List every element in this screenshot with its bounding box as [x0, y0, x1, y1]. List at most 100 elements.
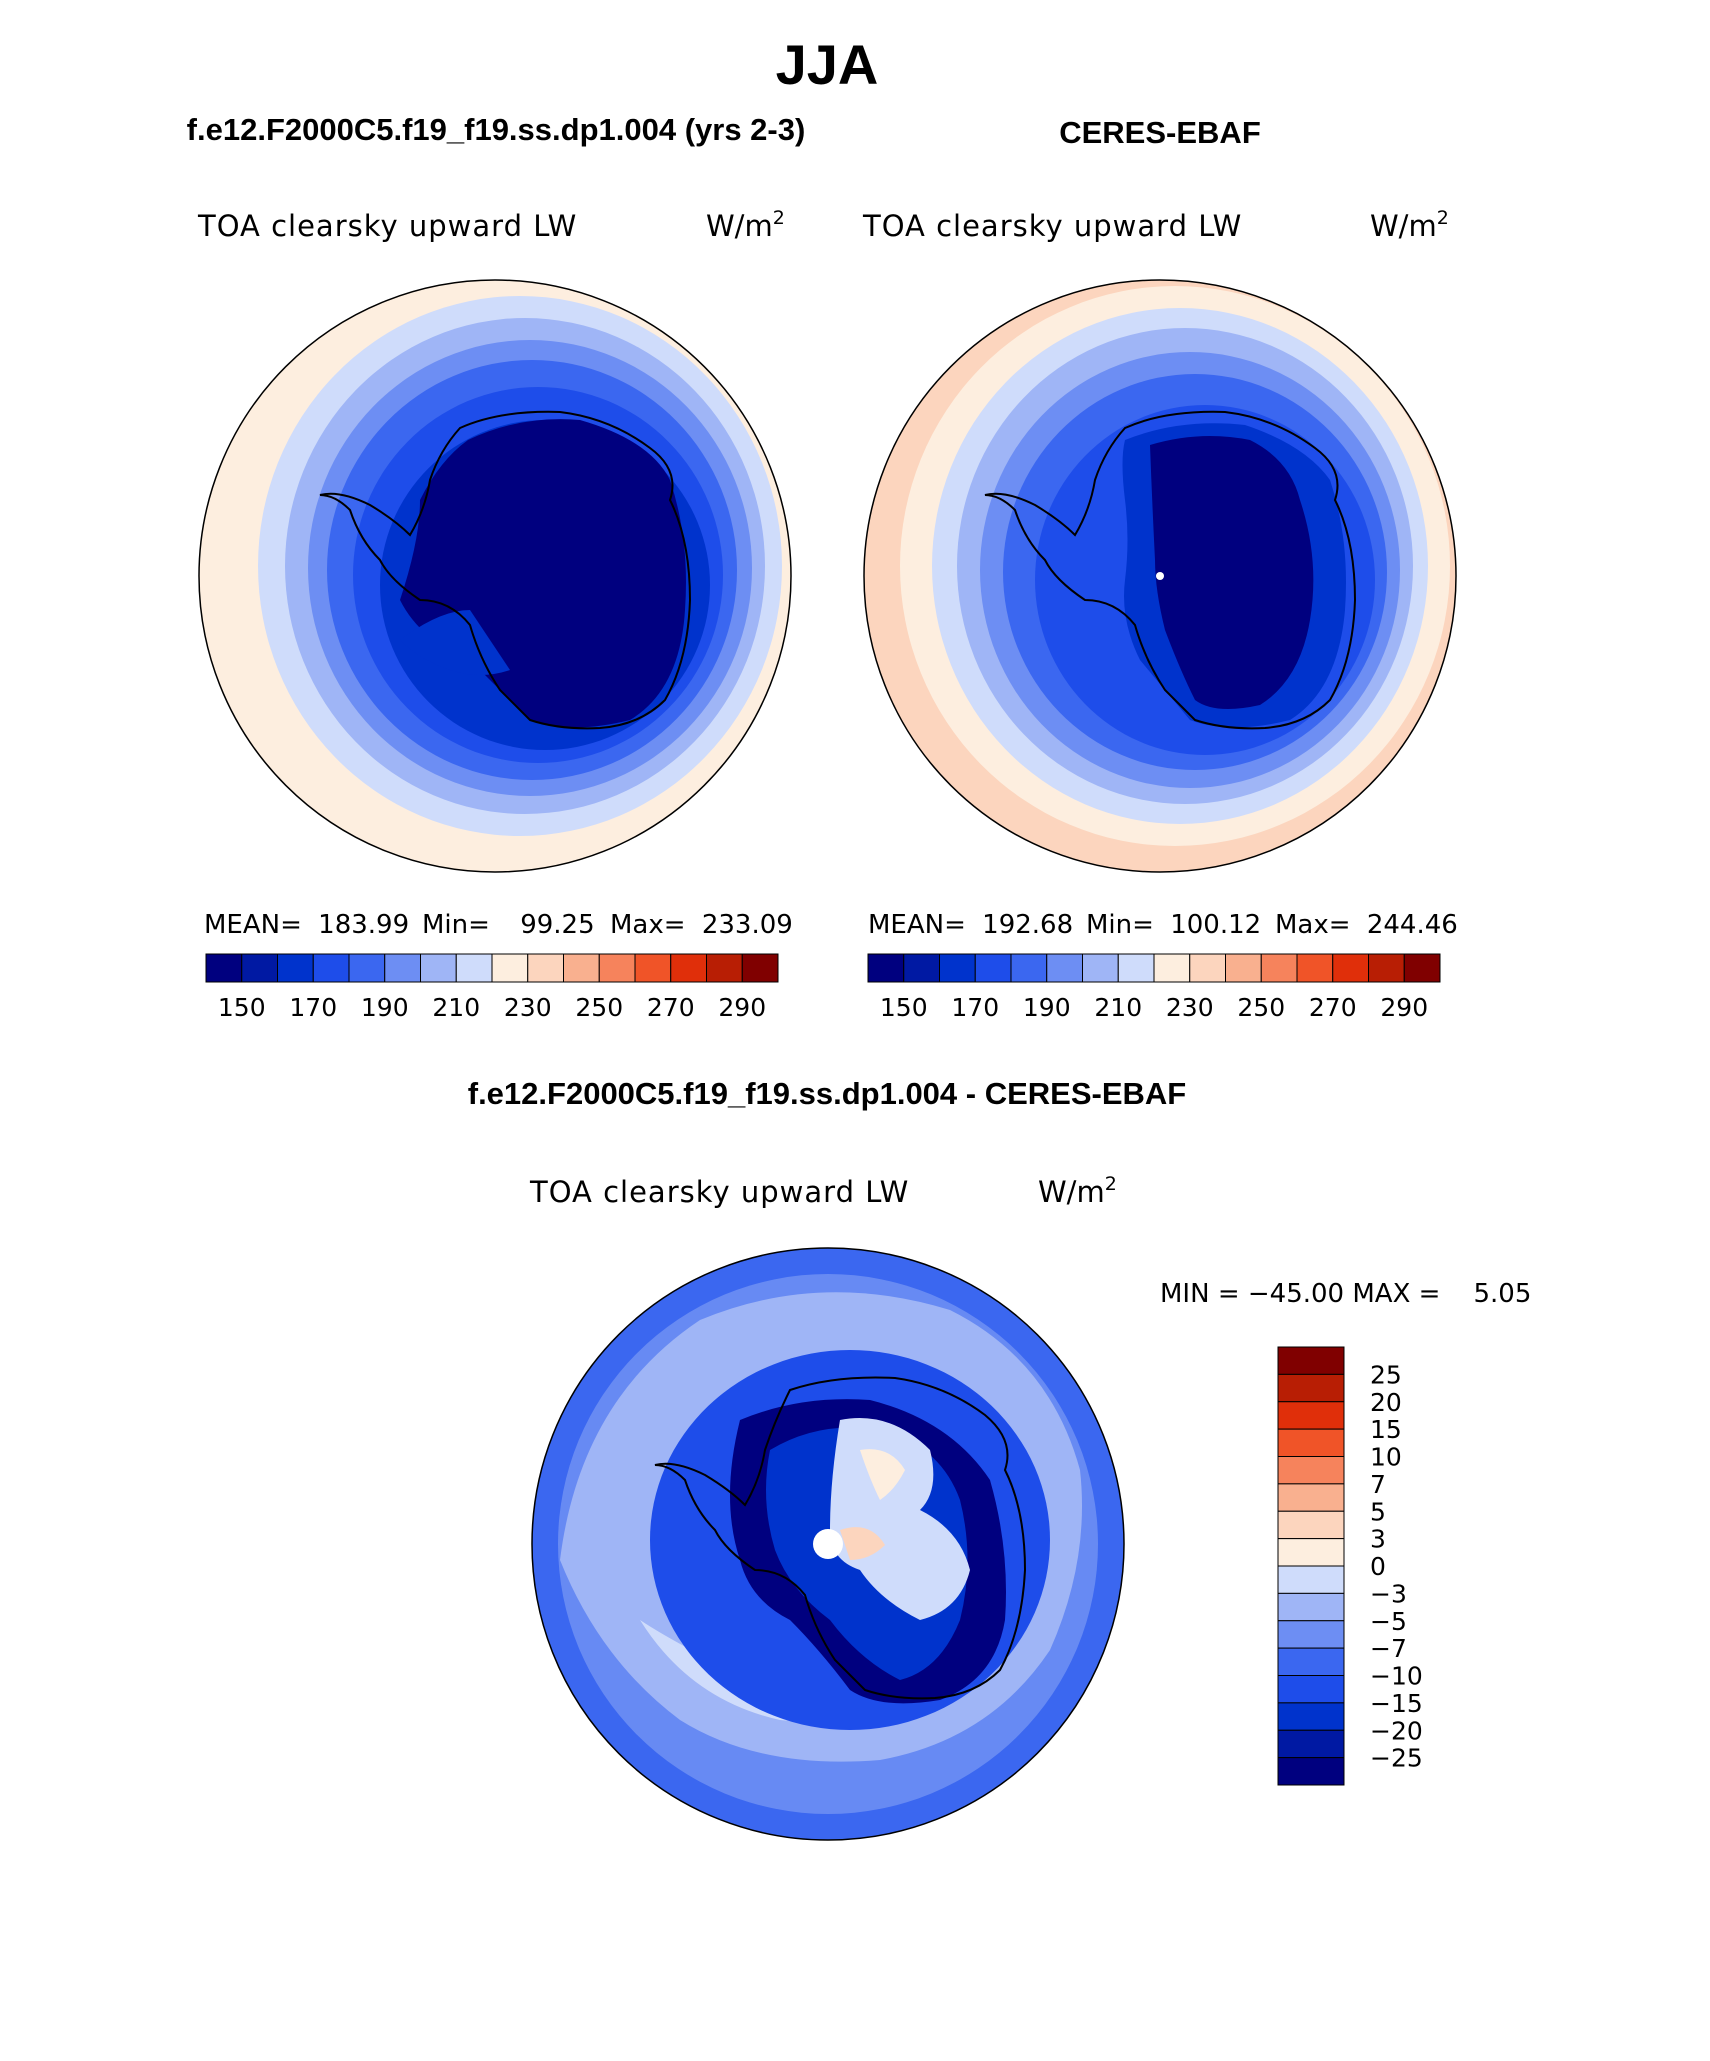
season-title: JJA: [776, 33, 879, 96]
left-colorbar-tick-label: 230: [504, 993, 552, 1022]
left-variable-label: TOA clearsky upward LW: [197, 209, 577, 243]
right-colorbar-box-4: [1010, 953, 1048, 983]
diff-colorbar-box-5: [1277, 1483, 1345, 1512]
diff-colorbar-tick-label: −10: [1370, 1662, 1423, 1691]
diff-title: f.e12.F2000C5.f19_f19.ss.dp1.004 - CERES…: [468, 1076, 1186, 1111]
left-colorbar-tick-label: 270: [647, 993, 695, 1022]
right-colorbar-box-0: [867, 953, 905, 983]
left-colorbar-box-4: [348, 953, 386, 983]
left-colorbar-box-11: [598, 953, 636, 983]
diff-colorbar-box-6: [1277, 1510, 1345, 1540]
diff-colorbar-box-7: [1277, 1538, 1345, 1567]
diff-positive-patch: [860, 1449, 905, 1500]
left-colorbar-tick-label: 290: [718, 993, 766, 1022]
left-colorbar: [205, 953, 779, 983]
left-colorbar-box-0: [205, 953, 243, 983]
right-colorbar-box-13: [1332, 953, 1369, 983]
left-case-title: f.e12.F2000C5.f19_f19.ss.dp1.004 (yrs 2-…: [187, 112, 806, 147]
left-units-label: W/m2: [706, 207, 785, 243]
svg-text:Max= 244.46: Max= 244.46: [1275, 910, 1458, 940]
diff-colorbar-tick-label: −20: [1370, 1716, 1423, 1745]
right-colorbar-box-9: [1189, 953, 1226, 983]
right-colorbar-box-1: [903, 953, 940, 983]
right-colorbar-tick-label: 210: [1094, 993, 1142, 1022]
left-max-value: 233.09: [702, 910, 793, 940]
diff-positive-patch-2: [840, 1527, 885, 1560]
diff-colorbar-box-1: [1277, 1373, 1345, 1403]
diff-colorbar-box-9: [1277, 1592, 1345, 1622]
left-colorbar-box-5: [384, 953, 421, 983]
left-map-border: [198, 279, 792, 873]
diff-colorbar-tick-label: 5: [1370, 1497, 1386, 1526]
left-units: W/m: [706, 209, 773, 243]
diff-south-pole-mask: [813, 1529, 843, 1559]
right-south-pole-dot: [1156, 572, 1164, 580]
left-colorbar-box-6: [420, 953, 457, 983]
right-panel: TOA clearsky upward LW W/m2 MEAN= 192.68…: [862, 207, 1458, 1022]
diff-colorbar-tick-label: 20: [1370, 1388, 1402, 1417]
right-colorbar-box-6: [1082, 953, 1119, 983]
left-colorbar-tick-label: 250: [575, 993, 623, 1022]
right-case-title: CERES-EBAF: [1059, 115, 1261, 150]
left-mean-label: MEAN=: [204, 910, 302, 940]
left-colorbar-box-3: [312, 953, 350, 983]
left-colorbar-tick-label: 210: [432, 993, 480, 1022]
diff-colorbar-tick-label: 3: [1370, 1525, 1386, 1554]
diff-units-label: W/m2: [1038, 1173, 1117, 1209]
right-colorbar-box-7: [1117, 953, 1155, 983]
right-map: [864, 280, 1456, 872]
diff-colorbar-box-15: [1277, 1757, 1345, 1786]
diff-antarctica-coastline: [654, 1376, 1027, 1700]
right-colorbar: [867, 953, 1441, 983]
diff-colorbar-tick-label: −3: [1370, 1579, 1407, 1608]
diff-units-exp: 2: [1105, 1173, 1117, 1195]
right-antarctica-coastline: [984, 410, 1357, 730]
right-colorbar-box-3: [974, 953, 1012, 983]
right-min-value: 100.12: [1170, 910, 1261, 940]
diff-colorbar-box-11: [1277, 1647, 1345, 1676]
right-colorbar-box-8: [1153, 953, 1191, 983]
left-colorbar-tick-label: 190: [361, 993, 409, 1022]
left-colorbar-box-9: [527, 953, 564, 983]
left-stats: MEAN= 183.99 Min= 99.25 Max= 233.09: [204, 910, 793, 940]
diff-colorbar-box-13: [1277, 1702, 1345, 1731]
right-colorbar-tick-label: 230: [1166, 993, 1214, 1022]
left-map: [199, 280, 791, 872]
left-min-label: Min=: [422, 910, 490, 940]
right-stats: MEAN= 192.68 Min= 100.12 Max= 244.46: [868, 910, 1458, 940]
right-mean-value: 192.68: [982, 910, 1073, 940]
right-colorbar-box-14: [1368, 953, 1405, 983]
right-colorbar-tick-label: 150: [880, 993, 928, 1022]
right-colorbar-ticks: 150 170 190 210 230 250 270 290: [880, 993, 1428, 1022]
left-colorbar-box-1: [241, 953, 278, 983]
diff-colorbar-tick-label: −5: [1370, 1607, 1407, 1636]
diff-colorbar-box-10: [1277, 1620, 1345, 1649]
diff-units: W/m: [1038, 1175, 1105, 1209]
diff-colorbar-box-0: [1277, 1346, 1345, 1375]
diff-colorbar-tick-label: 10: [1370, 1443, 1402, 1472]
diff-colorbar-tick-label: 15: [1370, 1415, 1402, 1444]
right-colorbar-box-5: [1046, 953, 1083, 983]
right-variable-label: TOA clearsky upward LW: [862, 209, 1242, 243]
diff-colorbar-tick-label: −25: [1370, 1744, 1423, 1773]
diff-colorbar: [1277, 1346, 1345, 1786]
right-interior-low: [1150, 436, 1314, 709]
svg-text:MEAN= 183.99: MEAN= 183.99: [204, 910, 409, 940]
left-colorbar-tick-label: 150: [218, 993, 266, 1022]
left-colorbar-box-15: [741, 953, 779, 983]
diff-colorbar-tick-label: −7: [1370, 1634, 1407, 1663]
right-colorbar-tick-label: 290: [1380, 993, 1428, 1022]
diff-colorbar-box-4: [1277, 1456, 1345, 1485]
diff-colorbar-box-14: [1277, 1729, 1345, 1759]
right-colorbar-tick-label: 170: [951, 993, 999, 1022]
right-colorbar-tick-label: 270: [1309, 993, 1357, 1022]
right-units: W/m: [1370, 209, 1437, 243]
diff-panel: f.e12.F2000C5.f19_f19.ss.dp1.004 - CERES…: [468, 1076, 1531, 1841]
left-colorbar-box-10: [563, 953, 600, 983]
diff-colorbar-tick-label: 25: [1370, 1360, 1402, 1389]
diff-colorbar-tick-label: 0: [1370, 1552, 1386, 1581]
left-colorbar-box-2: [277, 953, 314, 983]
left-colorbar-ticks: 150 170 190 210 230 250 270 290: [218, 993, 766, 1022]
